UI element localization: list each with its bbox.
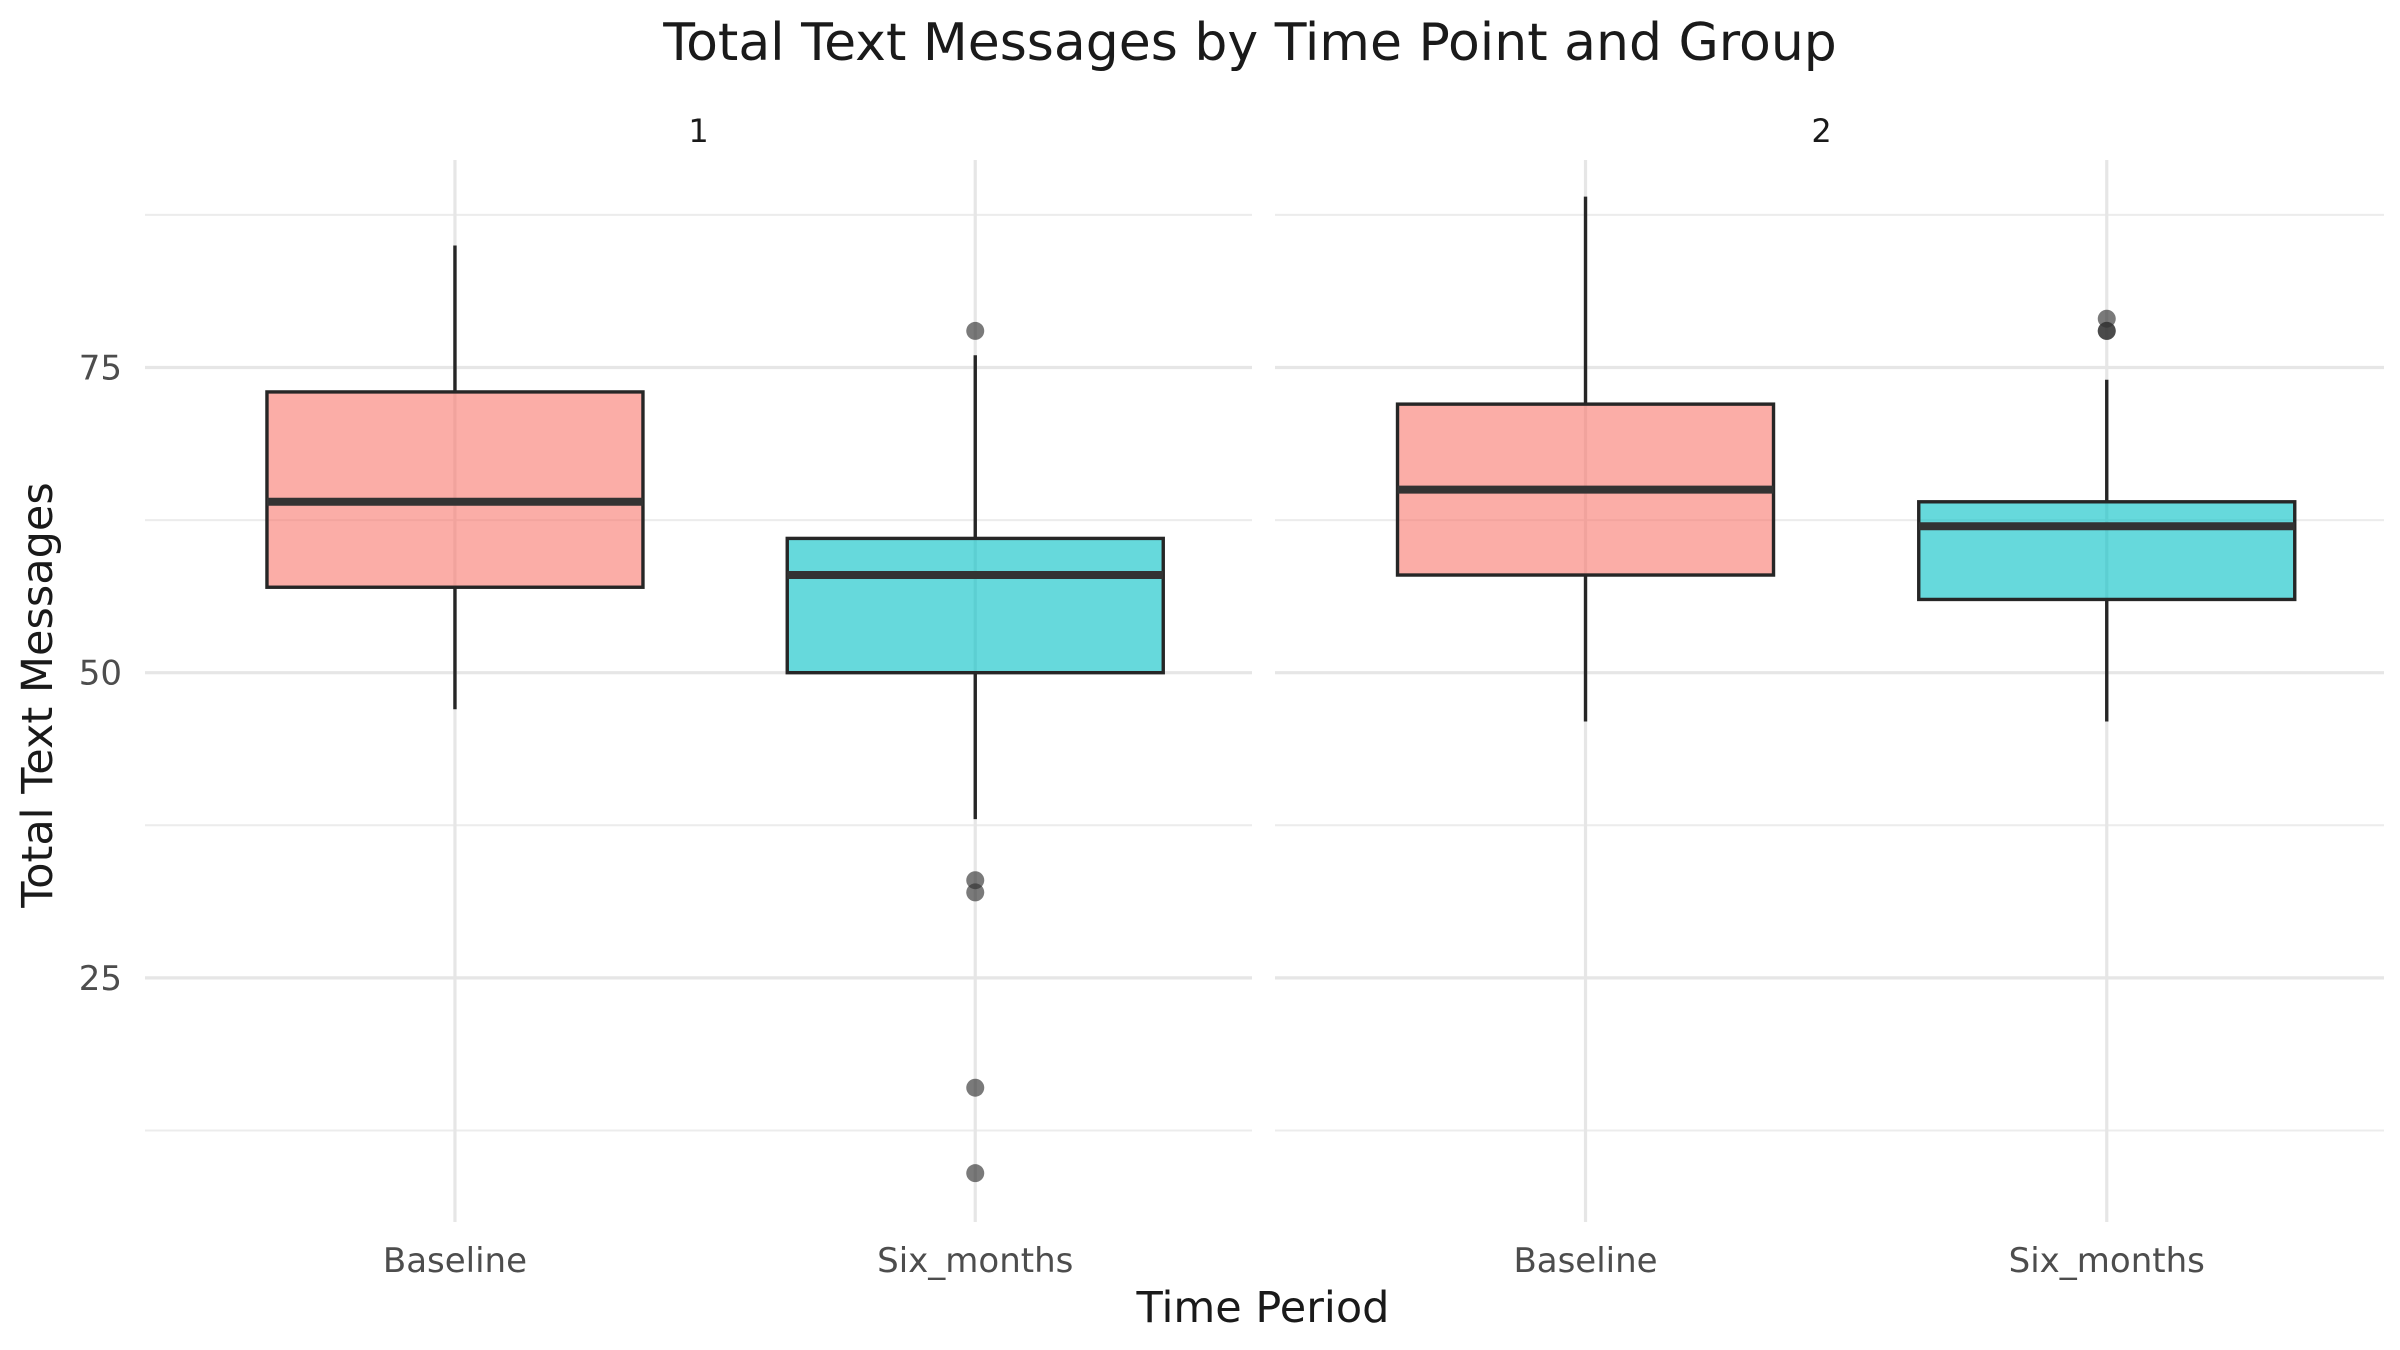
y-tick-label: 75	[79, 349, 122, 389]
panel-1: 1 Baseline Six_months	[145, 112, 1252, 1281]
panel-2: 2 Baseline Six_months	[1275, 112, 2384, 1281]
box-six_months	[1917, 309, 2297, 722]
x-axis-title: Time Period	[1136, 1283, 1390, 1333]
x-tick-label: Baseline	[383, 1241, 527, 1281]
x-tick-label: Baseline	[1513, 1241, 1657, 1281]
y-tick-label: 50	[79, 654, 122, 694]
x-tick-label: Six_months	[2009, 1241, 2205, 1281]
box-baseline	[265, 245, 645, 710]
iqr-box	[785, 536, 1165, 675]
chart-title: Total Text Messages by Time Point and Gr…	[662, 13, 1837, 73]
iqr-box	[265, 390, 645, 589]
outlier-point	[966, 1164, 985, 1183]
panel-strip-label: 1	[688, 112, 708, 150]
y-axis-title: Total Text Messages	[13, 482, 63, 909]
box-baseline	[1395, 196, 1776, 722]
box-six_months	[785, 321, 1165, 1183]
chart-panels: 1 Baseline Six_months 2 Baseline Six_months 25…	[79, 112, 2384, 1281]
y-tick-label: 25	[79, 959, 122, 999]
outlier-point	[2097, 321, 2116, 340]
outlier-point	[966, 1078, 985, 1097]
panel-strip-label: 2	[1811, 112, 1831, 150]
outlier-point	[966, 883, 985, 902]
outlier-point	[966, 321, 985, 340]
iqr-box	[1917, 500, 2297, 602]
x-tick-label: Six_months	[877, 1241, 1073, 1281]
